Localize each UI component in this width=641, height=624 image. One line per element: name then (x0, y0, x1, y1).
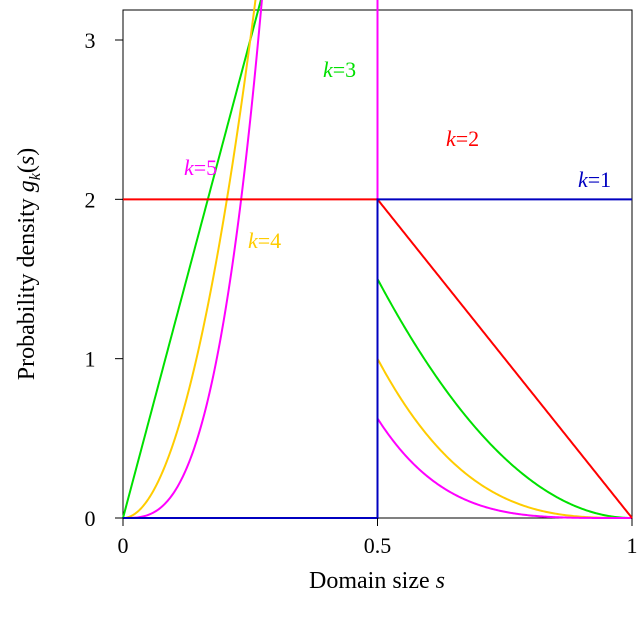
series-labels: k=1 k=2 k=3 k=4 k=5 (184, 57, 611, 253)
series-label-k2: k=2 (446, 126, 479, 151)
x-tick-label: 0.5 (364, 533, 392, 558)
y-tick-label: 3 (85, 28, 96, 53)
series-line-k1 (123, 198, 632, 519)
tick-layer: 0 0.5 1 0 1 2 3 (85, 28, 638, 558)
y-axis-label: Probability density gk(s) (14, 148, 44, 380)
x-tick-label: 0 (118, 533, 129, 558)
y-tick-label: 1 (85, 347, 96, 372)
series-label-k3: k=3 (323, 57, 356, 82)
y-tick-label: 0 (85, 506, 96, 531)
x-axis-label: Domain size s (309, 568, 445, 594)
series-layer (122, 0, 633, 519)
series-label-k4: k=4 (248, 228, 281, 253)
series-line-k4 (122, 0, 632, 519)
series-line-k5 (123, 0, 632, 519)
y-tick-label: 2 (85, 187, 96, 212)
x-tick-label: 1 (627, 533, 638, 558)
series-label-k1: k=1 (578, 167, 611, 192)
series-label-k5: k=5 (184, 155, 217, 180)
